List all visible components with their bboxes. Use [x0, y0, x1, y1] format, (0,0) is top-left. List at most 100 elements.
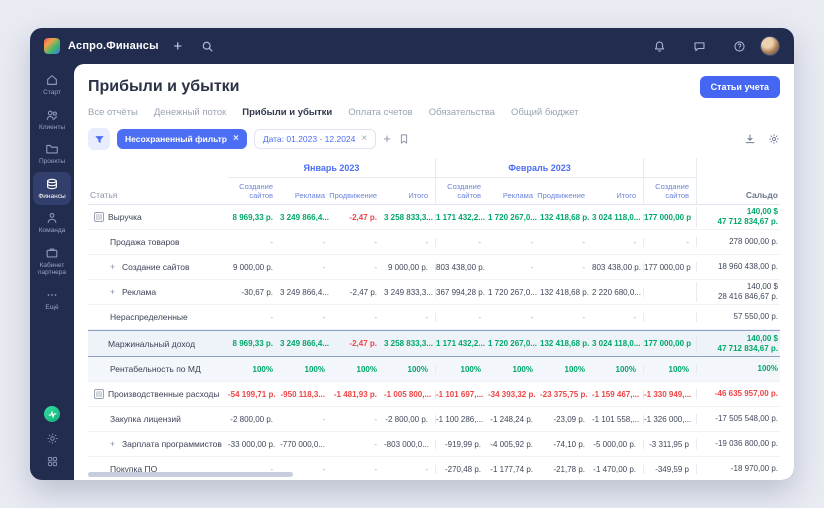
- table-row[interactable]: + Создание сайтов 9 000,00 р. - -9 000,00 р.…: [88, 255, 780, 280]
- pulse-icon[interactable]: [44, 406, 60, 422]
- unsaved-filter-chip[interactable]: Несохраненный фильтр ×: [117, 129, 247, 149]
- sidebar-item-клиенты[interactable]: Клиенты: [33, 103, 71, 137]
- saldo-value: 18 960 438,00 р.: [717, 262, 778, 271]
- row-label: Маржинальный доход: [108, 338, 196, 349]
- saldo-value: -18 970,00 р.: [730, 464, 778, 473]
- table-row[interactable]: ▤ Производственные расходы -54 199,71 р. -9…: [88, 382, 780, 407]
- bookmark-icon[interactable]: [398, 133, 410, 145]
- value-cell: -1 248,24 р.: [490, 414, 533, 424]
- expand-icon[interactable]: +: [110, 439, 116, 449]
- collapse-icon[interactable]: ▤: [94, 389, 104, 399]
- sidebar-item-команда[interactable]: Команда: [33, 206, 71, 240]
- value-cell: -: [374, 312, 377, 322]
- expand-icon[interactable]: +: [110, 262, 116, 272]
- settings-gear-icon[interactable]: [768, 133, 780, 145]
- table-row[interactable]: Покупка ПО - - - - -270,48 р. -1 177,74 р. -21,…: [88, 457, 780, 480]
- sidebar-item-финансы[interactable]: Финансы: [33, 171, 71, 205]
- tab-денежный-поток[interactable]: Денежный поток: [153, 107, 227, 118]
- value-cell: -803 000,0...: [384, 439, 436, 449]
- value-cell: -54 199,71 р.: [228, 389, 276, 399]
- value-cell: -: [582, 262, 585, 272]
- row-label: Нераспределенные: [110, 312, 188, 322]
- sidebar-item-label: Клиенты: [38, 123, 66, 131]
- table-row[interactable]: Продажа товаров - - - - - - - - -278 000,00 р.: [88, 230, 780, 255]
- table-row[interactable]: Маржинальный доход 8 969,33 р. 3 249 866,4…: [88, 330, 780, 357]
- table-row[interactable]: Нераспределенные - - - - - - - -57 550,00 р.: [88, 305, 780, 330]
- row-name: Нераспределенные: [88, 312, 228, 322]
- chat-icon[interactable]: [688, 35, 710, 57]
- value-cell: 132 418,68 р.: [540, 212, 590, 222]
- saldo-cell: 18 960 438,00 р.: [696, 262, 780, 272]
- notifications-bell-icon[interactable]: [648, 35, 670, 57]
- value-cell: 177 000,00 р: [644, 262, 691, 272]
- user-avatar[interactable]: [760, 36, 780, 56]
- help-icon[interactable]: [728, 35, 750, 57]
- table-row[interactable]: ▤ Выручка 8 969,33 р. 3 249 866,4... -2,47 р…: [88, 205, 780, 230]
- sidebar-item-старт[interactable]: Старт: [33, 68, 71, 102]
- date-filter-chip[interactable]: Дата: 01.2023 - 12.2024 ×: [253, 129, 377, 149]
- unsaved-filter-label: Несохраненный фильтр: [125, 134, 227, 144]
- horizontal-scrollbar: [88, 472, 780, 477]
- app-logo: [44, 38, 60, 54]
- saldo-cell: -19 036 800,00 р.: [696, 439, 780, 449]
- value-cell: 100%: [252, 364, 273, 374]
- gear-icon[interactable]: [46, 432, 59, 445]
- tab-общий-бюджет[interactable]: Общий бюджет: [510, 107, 579, 118]
- value-cell: -5 000,00 р.: [592, 439, 644, 449]
- row-label: Продажа товаров: [110, 237, 180, 247]
- sidebar-item-проекты[interactable]: Проекты: [33, 137, 71, 171]
- sidebar-items: Старт Клиенты Проекты Финансы Команда Кабинет…: [33, 68, 71, 317]
- value-cell: -: [530, 262, 533, 272]
- table-body: ▤ Выручка 8 969,33 р. 3 249 866,4... -2,47 р…: [88, 205, 780, 480]
- app-window: Аспро.Финансы + Старт Клиенты Проекты Финан…: [30, 28, 794, 480]
- close-icon[interactable]: ×: [232, 133, 239, 144]
- folder-icon: [45, 142, 59, 156]
- users-icon: [45, 108, 59, 122]
- collapse-icon[interactable]: ▤: [94, 212, 104, 222]
- search-icon[interactable]: [197, 35, 219, 57]
- tab-оплата-счетов[interactable]: Оплата счетов: [348, 107, 413, 118]
- table-row[interactable]: + Зарплата программистов -33 000,00 р. -770…: [88, 432, 780, 457]
- expand-icon[interactable]: +: [110, 287, 116, 297]
- saldo-cell: 140,00 $47 712 834,67 р.: [696, 207, 780, 227]
- value-cell: 3 249 833,3...: [384, 287, 436, 297]
- content: Прибыли и убытки Статьи учета Все отчёты…: [74, 64, 794, 480]
- value-cell: -: [374, 237, 377, 247]
- sidebar-item-кабинет-партнера[interactable]: Кабинет партнера: [33, 241, 71, 282]
- value-cell: -: [322, 237, 325, 247]
- tab-прибыли-и-убытки[interactable]: Прибыли и убытки: [242, 107, 333, 118]
- apps-grid-icon[interactable]: [46, 455, 59, 468]
- table-row[interactable]: Закупка лицензий -2 800,00 р. - - -2 800,00 …: [88, 407, 780, 432]
- value-cell: 1 171 432,2...: [436, 212, 485, 222]
- row-name: + Зарплата программистов: [88, 439, 228, 449]
- tab-обязательства[interactable]: Обязательства: [428, 107, 495, 118]
- filter-funnel-icon[interactable]: [88, 128, 110, 150]
- row-label: Реклама: [122, 287, 157, 297]
- add-filter-button[interactable]: +: [383, 131, 391, 146]
- team-icon: [45, 211, 59, 225]
- saldo-cell: 140,00 $28 416 846,67 р.: [696, 282, 780, 302]
- row-name: ▤ Выручка: [88, 212, 228, 222]
- sidebar-item-ещё[interactable]: Ещё: [33, 283, 71, 317]
- value-cell: -30,67 р.: [241, 287, 273, 297]
- value-cell: -2,47 р.: [349, 287, 377, 297]
- value-cell: 3 258 833,3...: [384, 339, 436, 348]
- download-icon[interactable]: [744, 133, 756, 145]
- table-row[interactable]: + Реклама -30,67 р. 3 249 866,4... -2,47 р. 3…: [88, 280, 780, 305]
- table-row[interactable]: Рентабельность по МД 100% 100% 100% 100% 100%…: [88, 357, 780, 382]
- sidebar-item-label: Старт: [43, 89, 61, 96]
- value-cell: 132 418,68 р.: [540, 287, 589, 297]
- close-icon[interactable]: ×: [361, 133, 368, 144]
- value-cell: 1 720 267,0...: [488, 339, 537, 348]
- tab-все-отчёты[interactable]: Все отчёты: [88, 107, 138, 118]
- value-cell: 100%: [564, 364, 585, 374]
- accounting-articles-button[interactable]: Статьи учета: [699, 76, 780, 98]
- finance-icon: [45, 177, 59, 191]
- value-cell: -: [686, 237, 689, 247]
- value-cell: 100%: [592, 364, 644, 374]
- value-cell: -: [322, 464, 325, 474]
- scrollbar-thumb[interactable]: [88, 472, 293, 477]
- value-cell: -23 375,75 р.: [540, 389, 588, 399]
- create-button[interactable]: +: [173, 37, 183, 55]
- value-cell: -950 118,3...: [280, 389, 325, 399]
